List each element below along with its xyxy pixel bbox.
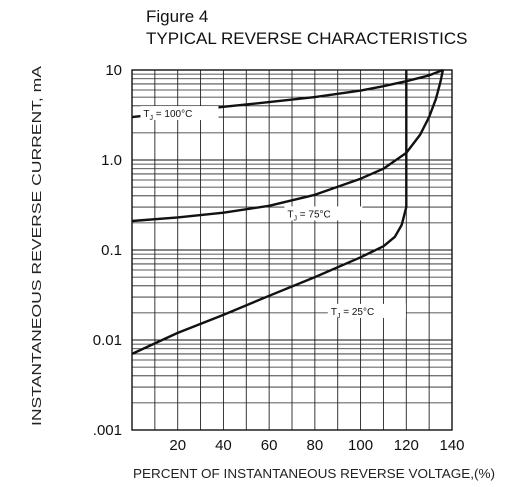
y-tick-label: 1.0 bbox=[101, 152, 122, 169]
curve-1 bbox=[131, 69, 445, 223]
figure-number: Figure 4 bbox=[146, 7, 208, 26]
y-tick-labels: 10 1.0 0.1 0.01 .001 bbox=[93, 62, 122, 439]
plot-frame bbox=[131, 69, 453, 431]
grid-lines bbox=[131, 69, 453, 431]
curve-label-bg bbox=[327, 303, 406, 318]
curve-label-bg bbox=[140, 106, 219, 121]
chart-title: TYPICAL REVERSE CHARACTERISTICS bbox=[146, 29, 468, 48]
x-tick-label: 20 bbox=[169, 437, 186, 454]
x-tick-label: 100 bbox=[348, 437, 373, 454]
y-tick-label: 0.1 bbox=[101, 242, 122, 259]
x-axis-label: PERCENT OF INSTANTANEOUS REVERSE VOLTAGE… bbox=[133, 466, 495, 481]
x-tick-label: 120 bbox=[394, 437, 419, 454]
y-tick-label: 0.01 bbox=[93, 332, 122, 349]
y-axis-label: INSTANTANEOUS REVERSE CURRENT, mA bbox=[29, 66, 44, 426]
curve-label-2: TJ = 25°C bbox=[331, 307, 374, 320]
x-tick-label: 60 bbox=[261, 437, 278, 454]
x-tick-label: 40 bbox=[215, 437, 232, 454]
curve-label-0: TJ = 100°C bbox=[143, 109, 192, 122]
curve-label-1: TJ = 75°C bbox=[287, 209, 330, 222]
y-tick-label: 10 bbox=[105, 62, 122, 79]
x-tick-label: 80 bbox=[307, 437, 324, 454]
curve-labels: TJ = 100°C TJ = 75°C TJ = 25°C bbox=[140, 106, 406, 320]
curve-2 bbox=[131, 70, 408, 355]
y-tick-label: .001 bbox=[93, 422, 122, 439]
x-tick-labels: 20 40 60 80 100 120 140 bbox=[169, 437, 464, 454]
curve-label-bg bbox=[284, 206, 363, 221]
x-tick-label: 140 bbox=[439, 437, 464, 454]
